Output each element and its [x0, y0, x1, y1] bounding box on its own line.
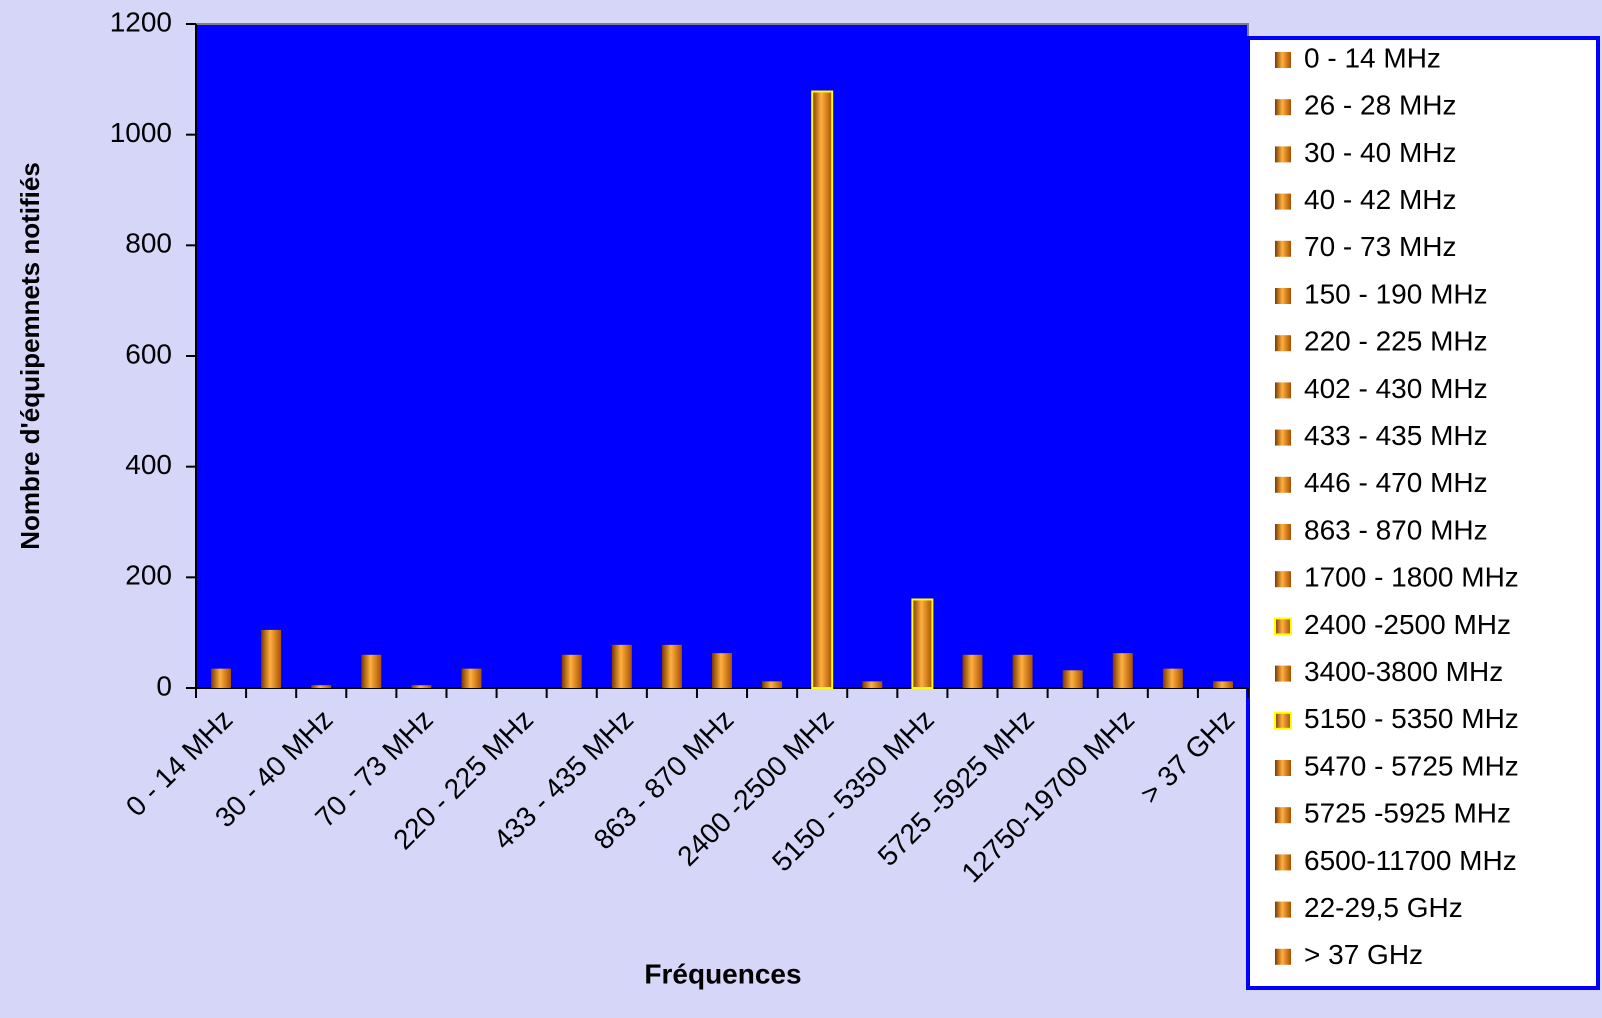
legend-swatch: [1275, 335, 1291, 352]
y-axis-title: Nombre d'équipemnets notifiés: [15, 162, 45, 550]
bar: [311, 685, 332, 688]
legend-label: 2400 -2500 MHz: [1304, 609, 1511, 640]
legend-swatch: [1275, 807, 1291, 824]
legend-swatch: [1275, 948, 1291, 965]
legend-swatch: [1275, 52, 1291, 68]
bar: [261, 629, 282, 688]
legend-swatch: [1275, 571, 1291, 588]
legend-swatch: [1275, 99, 1291, 116]
bar: [361, 654, 382, 688]
legend-label: 5150 - 5350 MHz: [1304, 703, 1519, 734]
legend-swatch: [1275, 760, 1291, 776]
legend-label: 5470 - 5725 MHz: [1304, 750, 1519, 781]
bar: [712, 653, 732, 688]
bar: [211, 668, 232, 688]
legend-label: 3400-3800 MHz: [1304, 656, 1503, 687]
bar: [611, 644, 632, 688]
legend-swatch: [1275, 193, 1291, 210]
legend-swatch: [1275, 854, 1291, 871]
legend-label: 5725 -5925 MHz: [1304, 798, 1511, 829]
bar: [1012, 654, 1033, 688]
legend-swatch: [1274, 617, 1292, 636]
legend-swatch: [1275, 429, 1291, 446]
y-tick-label: 200: [125, 560, 172, 591]
legend-label: 433 - 435 MHz: [1304, 420, 1488, 451]
legend: [1246, 36, 1600, 990]
legend-swatch: [1274, 711, 1292, 730]
y-tick-label: 1000: [110, 117, 172, 148]
legend-label: 70 - 73 MHz: [1304, 231, 1457, 262]
x-axis-title: Fréquences: [644, 958, 801, 989]
legend-label: 6500-11700 MHz: [1304, 845, 1517, 876]
bar: [1212, 681, 1233, 688]
legend-swatch: [1275, 382, 1291, 399]
legend-label: 402 - 430 MHz: [1304, 373, 1488, 404]
bar: [461, 668, 482, 688]
bar: [1112, 653, 1133, 688]
legend-swatch: [1275, 240, 1291, 257]
y-tick-label: 600: [125, 338, 172, 369]
legend-label: 446 - 470 MHz: [1304, 467, 1488, 498]
legend-label: 30 - 40 MHz: [1304, 137, 1457, 168]
legend-label: 150 - 190 MHz: [1304, 278, 1488, 309]
bar: [1162, 668, 1183, 688]
legend-label: 26 - 28 MHz: [1304, 90, 1457, 121]
bar: [661, 644, 682, 688]
legend-label: 220 - 225 MHz: [1304, 326, 1488, 357]
y-tick-label: 400: [125, 449, 172, 480]
y-tick-label: 0: [156, 670, 172, 701]
legend-swatch: [1275, 524, 1291, 540]
legend-swatch: [1275, 146, 1291, 163]
bar: [911, 598, 934, 690]
legend-label: > 37 GHz: [1304, 939, 1423, 970]
legend-label: 1700 - 1800 MHz: [1304, 562, 1519, 593]
legend-swatch: [1275, 665, 1291, 682]
legend-label: 863 - 870 MHz: [1304, 514, 1488, 545]
legend-label: 0 - 14 MHz: [1304, 42, 1441, 73]
legend-swatch: [1275, 476, 1291, 493]
y-tick-label: 1200: [110, 6, 172, 37]
y-tick-label: 800: [125, 228, 172, 259]
bar: [1062, 670, 1083, 688]
legend-label: 22-29,5 GHz: [1304, 892, 1463, 923]
bar: [762, 681, 783, 688]
legend-swatch: [1275, 901, 1291, 918]
bar: [962, 654, 983, 688]
legend-swatch: [1275, 288, 1291, 304]
legend-label: 40 - 42 MHz: [1304, 184, 1457, 215]
bar: [561, 654, 582, 688]
bar: [811, 90, 834, 690]
bar: [862, 681, 883, 688]
bar: [411, 685, 432, 688]
plot-area: [195, 23, 1249, 689]
